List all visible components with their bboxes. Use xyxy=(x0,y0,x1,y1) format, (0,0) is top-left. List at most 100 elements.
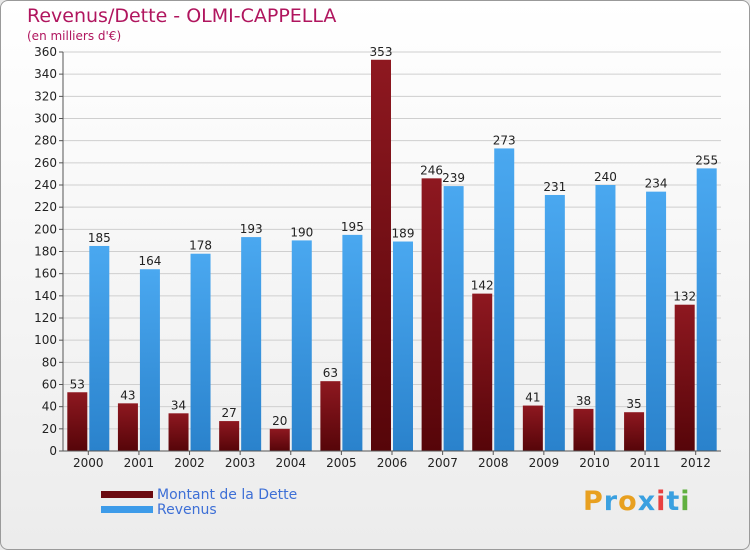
x-axis: 2000 2001 2002 2003 2004 2005 2006 2007 2008 2009… xyxy=(63,450,721,470)
bar-revenus xyxy=(595,185,616,451)
x-tick-label: 2003 xyxy=(225,456,256,470)
value-label-debt: 38 xyxy=(576,394,591,408)
bar-debt xyxy=(269,428,290,451)
value-label-debt: 43 xyxy=(120,388,135,402)
proxiti-logo: Proxiti xyxy=(583,486,691,517)
logo-letter: x xyxy=(637,486,657,517)
y-tick-label: 60 xyxy=(42,378,57,392)
bar-revenus xyxy=(696,168,717,451)
chart-subtitle: (en milliers d'€) xyxy=(27,29,122,43)
bar-revenus xyxy=(393,241,413,451)
bar-revenus xyxy=(342,234,363,451)
bar-revenus xyxy=(494,148,515,452)
x-tick-label: 2010 xyxy=(579,456,610,470)
bar-revenus xyxy=(646,191,667,451)
value-label-revenus: 193 xyxy=(240,222,263,236)
bar-debt xyxy=(624,412,645,451)
x-tick-label: 2012 xyxy=(680,456,711,470)
value-label-revenus: 234 xyxy=(645,177,668,191)
x-tick-label: 2000 xyxy=(73,456,104,470)
bar-debt xyxy=(573,408,594,451)
grid-lines xyxy=(63,51,721,452)
value-label-revenus: 190 xyxy=(290,225,313,239)
x-tick-label: 2008 xyxy=(478,456,509,470)
legend: Montant de la Dette Revenus xyxy=(101,486,298,518)
value-label-debt: 20 xyxy=(272,414,287,428)
bar-revenus xyxy=(241,237,262,451)
value-label-revenus: 189 xyxy=(392,227,415,241)
y-tick-label: 220 xyxy=(34,200,57,214)
y-tick-label: 40 xyxy=(42,400,57,414)
bar-debt xyxy=(522,405,543,451)
value-label-debt: 132 xyxy=(673,290,696,304)
bar-debt xyxy=(168,413,189,451)
y-axis: 0 20 40 60 80 100 120 140 160 180 200 220 240 260 280 3… xyxy=(34,45,64,458)
y-tick-label: 320 xyxy=(34,89,57,103)
y-tick-label: 80 xyxy=(42,355,57,369)
y-tick-label: 340 xyxy=(34,67,57,81)
logo-letter: P xyxy=(583,486,604,517)
value-label-revenus: 178 xyxy=(189,239,212,253)
x-tick-label: 2001 xyxy=(124,456,155,470)
value-label-debt: 63 xyxy=(323,366,338,380)
x-tick-label: 2009 xyxy=(529,456,560,470)
bar-debt xyxy=(674,304,695,451)
x-tick-label: 2005 xyxy=(326,456,357,470)
y-tick-label: 140 xyxy=(34,289,57,303)
chart-title: Revenus/Dette - OLMI-CAPPELLA xyxy=(27,5,337,27)
logo-letter: t xyxy=(666,486,681,517)
value-label-revenus: 273 xyxy=(493,133,516,147)
logo-letter: r xyxy=(603,486,619,517)
bar-revenus xyxy=(190,253,211,451)
x-tick-label: 2002 xyxy=(174,456,205,470)
bar-revenus xyxy=(544,194,565,451)
x-tick-label: 2011 xyxy=(630,456,661,470)
value-label-revenus: 164 xyxy=(138,254,161,268)
legend-label-revenus: Revenus xyxy=(157,501,217,518)
bar-revenus xyxy=(291,240,312,451)
bar-revenus xyxy=(443,186,464,451)
value-label-debt: 53 xyxy=(70,377,85,391)
bar-debt xyxy=(67,392,88,451)
value-label-revenus: 255 xyxy=(695,153,718,167)
bar-debt xyxy=(421,178,442,451)
y-tick-label: 0 xyxy=(49,444,57,458)
legend-label-debt: Montant de la Dette xyxy=(157,486,298,503)
value-label-debt: 35 xyxy=(626,397,641,411)
y-tick-label: 240 xyxy=(34,178,57,192)
value-label-debt: 353 xyxy=(370,45,393,59)
bar-revenus xyxy=(139,269,160,451)
x-tick-label: 2004 xyxy=(275,456,306,470)
bar-revenus xyxy=(89,245,110,451)
value-label-debt: 41 xyxy=(525,391,540,405)
logo-letter: o xyxy=(618,486,638,517)
x-tick-label: 2006 xyxy=(377,456,408,470)
y-tick-label: 200 xyxy=(34,222,57,236)
y-tick-label: 180 xyxy=(34,245,57,259)
bar-debt xyxy=(371,59,391,452)
y-tick-label: 280 xyxy=(34,134,57,148)
value-label-revenus: 240 xyxy=(594,170,617,184)
value-label-debt: 246 xyxy=(420,163,443,177)
bar-debt xyxy=(472,293,493,451)
value-label-revenus: 239 xyxy=(442,171,465,185)
value-label-debt: 34 xyxy=(171,398,186,412)
value-label-revenus: 185 xyxy=(88,231,111,245)
value-label-revenus: 231 xyxy=(543,180,566,194)
legend-swatch-debt xyxy=(101,491,153,498)
value-label-debt: 142 xyxy=(471,279,494,293)
bar-debt xyxy=(117,403,138,451)
bar-debt xyxy=(219,421,240,451)
legend-swatch-revenus xyxy=(101,506,153,513)
y-tick-label: 360 xyxy=(34,45,57,59)
y-tick-label: 160 xyxy=(34,267,57,281)
value-label-debt: 27 xyxy=(222,406,237,420)
x-tick-label: 2007 xyxy=(427,456,458,470)
bars xyxy=(67,59,717,452)
bar-debt xyxy=(320,381,341,451)
y-tick-label: 120 xyxy=(34,311,57,325)
legend-item-debt: Montant de la Dette xyxy=(101,486,298,503)
y-tick-label: 20 xyxy=(42,422,57,436)
